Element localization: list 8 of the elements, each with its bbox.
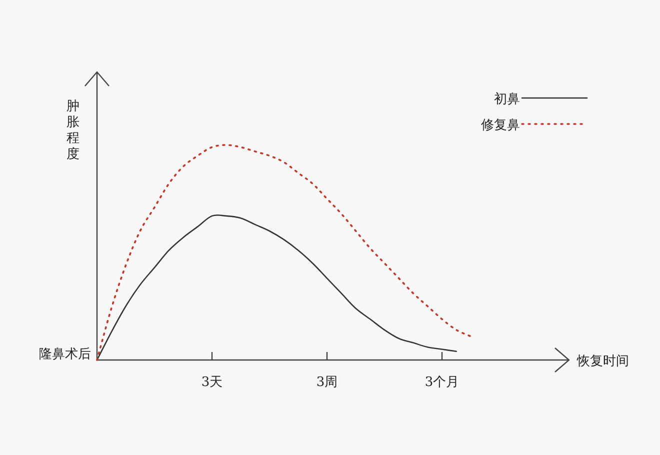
x-tick-label: 3个月	[424, 375, 460, 390]
y-axis-title: 肿胀程度	[66, 99, 80, 162]
legend-label: 修复鼻	[481, 118, 520, 133]
x-tick-label: 3天	[201, 375, 223, 390]
annotation: 隆鼻术后	[39, 347, 91, 362]
text: 恢复时间	[576, 354, 629, 369]
legend-label: 初鼻	[494, 92, 520, 107]
x-tick-label: 3周	[316, 375, 338, 390]
